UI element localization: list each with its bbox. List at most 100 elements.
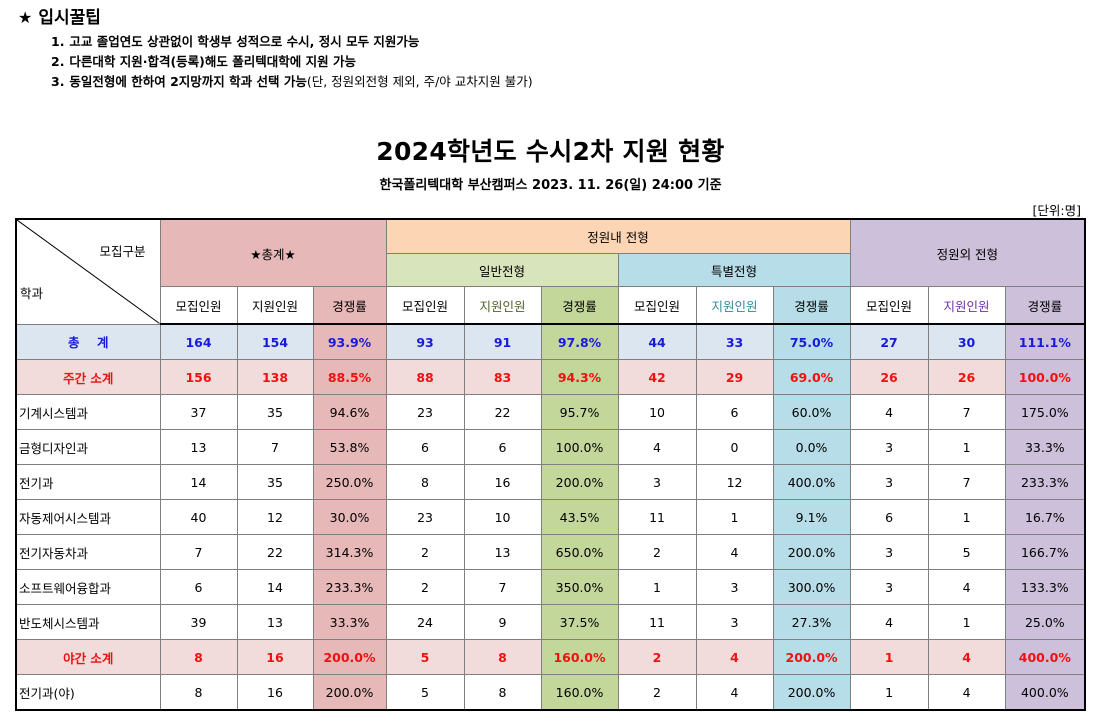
table-cell: 7 <box>927 464 1006 500</box>
table-cell: 6 <box>159 569 238 605</box>
table-row: 전기과 14 35 250.0% 8 16 200.0% 3 12 400.0% 3 7 233.3% <box>15 464 1087 500</box>
corner-category-label: 모집구분 <box>99 244 146 259</box>
table-cell: 94.6% <box>312 394 387 430</box>
table-cell: 12 <box>695 464 774 500</box>
admission-tips: ★ 입시꿀팁 1. 고교 졸업연도 상관없이 학생부 성적으로 수시, 정시 모두… <box>18 6 533 92</box>
table-cell: 4 <box>927 639 1006 675</box>
table-cell: 44 <box>617 323 697 360</box>
table-cell: 88 <box>385 359 465 395</box>
table-cell: 35 <box>236 394 314 430</box>
col-outer-recruit: 모집인원 <box>849 286 929 325</box>
diagonal-divider <box>18 221 159 323</box>
col-special-rate: 경쟁률 <box>772 286 851 325</box>
row-label: 전기자동차과 <box>15 534 161 570</box>
unit-label: [단위:명] <box>1032 203 1081 218</box>
table-cell: 6 <box>849 499 929 535</box>
table-cell: 5 <box>385 639 465 675</box>
tip-item-2: 2. 다른대학 지원·합격(등록)해도 폴리텍대학에 지원 가능 <box>51 54 356 69</box>
table-cell: 7 <box>159 534 238 570</box>
table-row: 반도체시스템과 39 13 33.3% 24 9 37.5% 11 3 27.3% 4 1 25.0% <box>15 604 1087 640</box>
table-cell: 154 <box>236 323 314 360</box>
table-cell: 2 <box>617 534 697 570</box>
col-outer-apply: 지원인원 <box>927 286 1006 325</box>
table-cell: 29 <box>695 359 774 395</box>
table-cell: 300.0% <box>772 569 851 605</box>
tips-title-text: 입시꿀팁 <box>38 8 101 28</box>
table-cell: 1 <box>927 499 1006 535</box>
table-cell: 1 <box>849 639 929 675</box>
table-cell: 200.0% <box>312 639 387 675</box>
row-label: 전기과(야) <box>15 674 161 711</box>
table-cell: 11 <box>617 499 697 535</box>
col-total-recruit: 모집인원 <box>159 286 238 325</box>
row-label: 주간 소계 <box>15 359 161 395</box>
table-cell: 95.7% <box>540 394 619 430</box>
table-cell: 13 <box>463 534 542 570</box>
table-cell: 1 <box>617 569 697 605</box>
table-cell: 1 <box>849 674 929 711</box>
table-cell: 1 <box>695 499 774 535</box>
table-cell: 22 <box>463 394 542 430</box>
col-general-rate: 경쟁률 <box>540 286 619 325</box>
table-cell: 40 <box>159 499 238 535</box>
table-cell: 100.0% <box>540 429 619 465</box>
tips-list: 1. 고교 졸업연도 상관없이 학생부 성적으로 수시, 정시 모두 지원가능 … <box>18 32 533 92</box>
table-cell: 314.3% <box>312 534 387 570</box>
table-cell: 30 <box>927 323 1006 360</box>
table-cell: 97.8% <box>540 323 619 360</box>
col-special-apply: 지원인원 <box>695 286 774 325</box>
table-cell: 8 <box>385 464 465 500</box>
table-cell: 39 <box>159 604 238 640</box>
table-row: 소프트웨어융합과 6 14 233.3% 2 7 350.0% 1 3 300.0% 3 4 133.3… <box>15 569 1087 605</box>
table-cell: 26 <box>849 359 929 395</box>
table-cell: 4 <box>927 569 1006 605</box>
table-cell: 33 <box>695 323 774 360</box>
header-special-admission: 특별전형 <box>617 253 851 287</box>
header-inner-quota: 정원내 전형 <box>385 218 851 254</box>
table-cell: 200.0% <box>312 674 387 711</box>
table-cell: 8 <box>463 674 542 711</box>
table-cell: 3 <box>695 604 774 640</box>
table-cell: 75.0% <box>772 323 851 360</box>
table-cell: 16 <box>236 639 314 675</box>
row-label: 전기과 <box>15 464 161 500</box>
row-label: 야간 소계 <box>15 639 161 675</box>
corner-dept-label: 학과 <box>20 286 44 301</box>
table-cell: 4 <box>927 674 1006 711</box>
table-cell: 11 <box>617 604 697 640</box>
tip-item-3: 3. 동일전형에 한하여 2지망까지 학과 선택 가능(단, 정원외전형 제외,… <box>51 74 533 89</box>
table-cell: 4 <box>695 639 774 675</box>
table-cell: 26 <box>927 359 1006 395</box>
table-cell: 400.0% <box>1004 639 1087 675</box>
col-outer-rate: 경쟁률 <box>1004 286 1087 325</box>
table-cell: 8 <box>463 639 542 675</box>
table-cell: 69.0% <box>772 359 851 395</box>
grand-total-row: 총 계 164 154 93.9% 93 91 97.8% 44 33 75.0% 27 30 111.… <box>15 323 1087 360</box>
table-cell: 10 <box>617 394 697 430</box>
table-cell: 5 <box>927 534 1006 570</box>
col-total-rate: 경쟁률 <box>312 286 387 325</box>
row-label: 총 계 <box>15 323 161 360</box>
table-cell: 16 <box>463 464 542 500</box>
table-cell: 6 <box>463 429 542 465</box>
table-cell: 7 <box>927 394 1006 430</box>
table-row: 자동제어시스템과 40 12 30.0% 23 10 43.5% 11 1 9.1% 6 1 16.7% <box>15 499 1087 535</box>
row-label: 자동제어시스템과 <box>15 499 161 535</box>
table-cell: 14 <box>236 569 314 605</box>
table-cell: 8 <box>159 674 238 711</box>
table-cell: 2 <box>385 569 465 605</box>
table-cell: 2 <box>617 639 697 675</box>
table-row: 전기자동차과 7 22 314.3% 2 13 650.0% 2 4 200.0% 3 5 166.7% <box>15 534 1087 570</box>
col-general-apply: 지원인원 <box>463 286 542 325</box>
table-row: 금형디자인과 13 7 53.8% 6 6 100.0% 4 0 0.0% 3 1 33.3% <box>15 429 1087 465</box>
table-cell: 4 <box>695 534 774 570</box>
table-cell: 27 <box>849 323 929 360</box>
tip-item-1: 1. 고교 졸업연도 상관없이 학생부 성적으로 수시, 정시 모두 지원가능 <box>51 34 420 49</box>
table-cell: 2 <box>385 534 465 570</box>
table-cell: 13 <box>159 429 238 465</box>
table-cell: 133.3% <box>1004 569 1087 605</box>
table-cell: 0.0% <box>772 429 851 465</box>
table-cell: 200.0% <box>772 639 851 675</box>
table-cell: 14 <box>159 464 238 500</box>
table-cell: 12 <box>236 499 314 535</box>
